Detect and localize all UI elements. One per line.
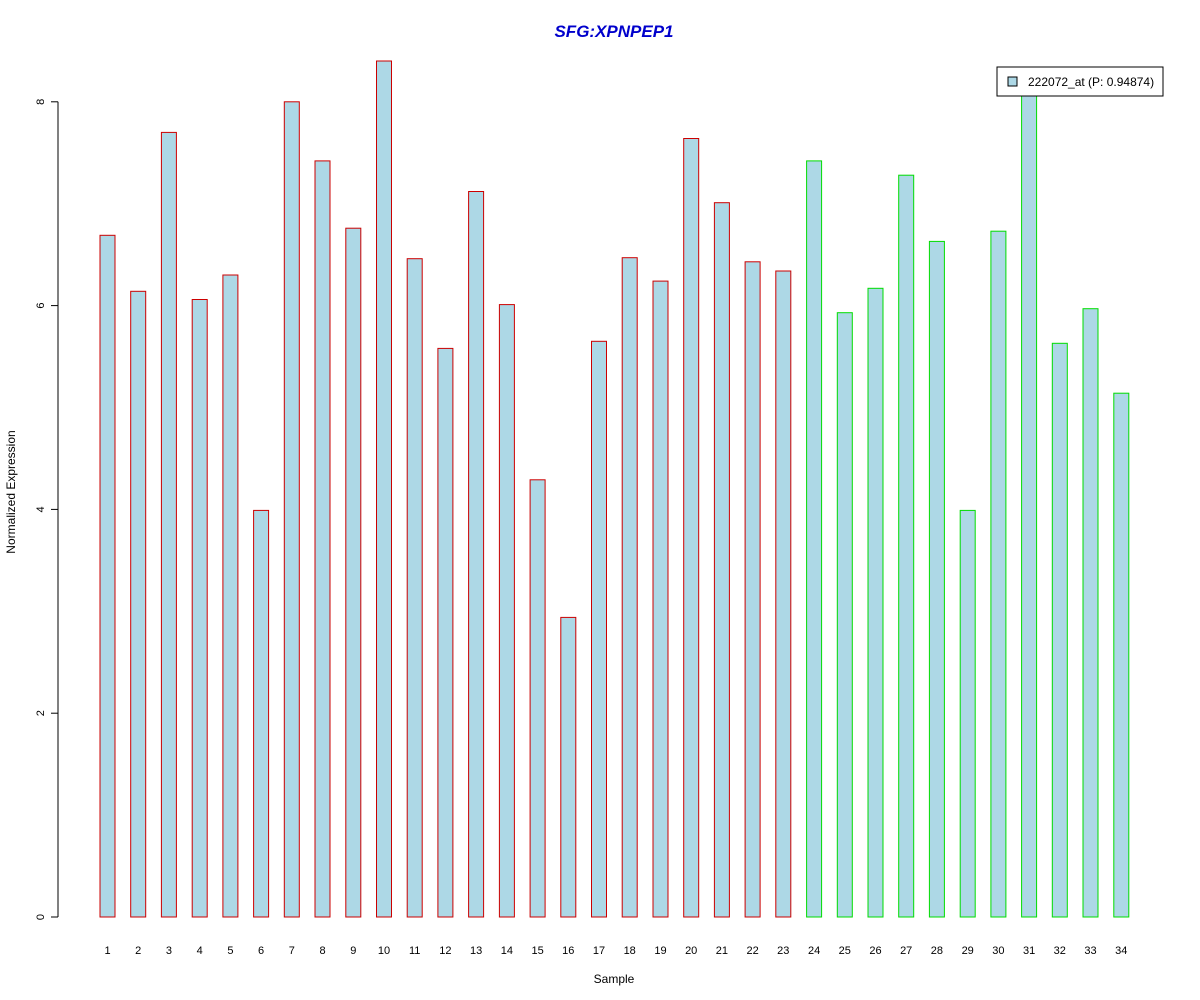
y-tick-label: 8	[35, 99, 47, 105]
x-tick-label: 24	[808, 945, 820, 957]
bar	[621, 257, 638, 918]
bar	[713, 202, 730, 918]
bar	[652, 280, 669, 918]
x-tick-label: 22	[746, 945, 758, 957]
x-tick-label: 32	[1054, 945, 1066, 957]
bar	[99, 234, 116, 918]
y-tick-label: 0	[35, 914, 47, 920]
bar	[1082, 308, 1099, 918]
x-tick-label: 3	[166, 945, 172, 957]
bar	[468, 191, 485, 918]
bar	[775, 270, 792, 918]
x-tick-label: 11	[409, 945, 420, 957]
bar	[683, 138, 700, 918]
bars-group	[99, 60, 1130, 918]
bar	[191, 299, 208, 918]
chart-title: SFG:XPNPEP1	[554, 22, 673, 41]
bar	[160, 131, 177, 918]
x-tick-label: 16	[562, 945, 574, 957]
legend: 222072_at (P: 0.94874)	[996, 66, 1164, 97]
bar	[345, 227, 362, 918]
bar	[406, 258, 423, 918]
x-tick-label: 2	[135, 945, 141, 957]
x-tick-label: 31	[1023, 945, 1035, 957]
bar	[130, 290, 147, 918]
x-tick-label: 23	[777, 945, 789, 957]
x-tick-label: 34	[1115, 945, 1127, 957]
bar	[253, 509, 270, 918]
bar	[959, 509, 976, 918]
x-tick-label: 9	[350, 945, 356, 957]
x-tick-label: 1	[104, 945, 110, 957]
bar	[1051, 342, 1068, 918]
bar	[283, 101, 300, 918]
x-tick-label: 26	[869, 945, 881, 957]
bar	[898, 174, 915, 918]
x-tick-label: 28	[931, 945, 943, 957]
bar	[836, 312, 853, 918]
x-tick-label: 30	[992, 945, 1004, 957]
x-tick-labels: 1 2 3 4 5 6 7 8 9 10 11 12 13 14 15 16 17 18 19 20 21 22 23 24 2…	[104, 945, 1127, 957]
bar	[806, 160, 823, 918]
x-tick-label: 7	[289, 945, 295, 957]
x-tick-label: 20	[685, 945, 697, 957]
y-axis: 0 2 4 6 8	[35, 99, 59, 920]
bar	[376, 60, 392, 918]
x-tick-label: 5	[227, 945, 233, 957]
legend-label: 222072_at (P: 0.94874)	[1028, 75, 1154, 89]
x-tick-label: 14	[501, 945, 513, 957]
x-tick-label: 12	[439, 945, 451, 957]
x-axis-label: Sample	[594, 972, 635, 986]
y-axis-label: Normalized Expression	[4, 430, 18, 553]
x-tick-label: 21	[716, 945, 728, 957]
bar	[1113, 392, 1130, 918]
bar	[560, 616, 577, 918]
x-tick-label: 13	[470, 945, 482, 957]
x-tick-label: 17	[593, 945, 605, 957]
x-tick-label: 27	[900, 945, 912, 957]
y-tick-label: 6	[35, 303, 47, 309]
bar	[591, 340, 607, 918]
x-tick-label: 8	[319, 945, 325, 957]
x-tick-label: 6	[258, 945, 264, 957]
legend-box	[996, 66, 1164, 97]
x-tick-label: 29	[962, 945, 974, 957]
x-tick-label: 25	[839, 945, 851, 957]
bar	[529, 479, 546, 918]
y-tick-label: 4	[35, 506, 47, 512]
x-tick-label: 15	[531, 945, 543, 957]
bar	[314, 160, 331, 918]
x-tick-label: 18	[624, 945, 636, 957]
x-tick-label: 10	[378, 945, 390, 957]
bar	[867, 287, 884, 918]
bar	[498, 304, 515, 918]
bar	[222, 274, 239, 918]
bar	[928, 240, 945, 918]
x-tick-label: 19	[654, 945, 666, 957]
y-tick-label: 2	[35, 710, 47, 716]
x-tick-label: 33	[1084, 945, 1096, 957]
bar	[990, 230, 1007, 918]
bar	[1021, 91, 1038, 918]
bar	[744, 261, 761, 918]
x-tick-label: 4	[197, 945, 203, 957]
legend-swatch	[1007, 76, 1018, 87]
bar	[437, 347, 454, 918]
